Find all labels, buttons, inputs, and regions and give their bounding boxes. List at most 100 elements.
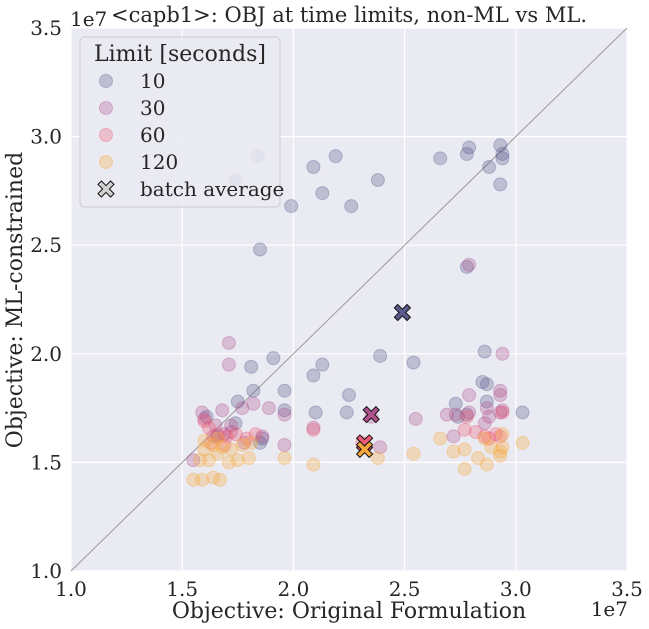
- data-point: [493, 405, 508, 420]
- y-tick-label: 2.5: [30, 233, 62, 257]
- data-point: [315, 357, 330, 372]
- data-point: [235, 401, 250, 416]
- x-tick-labels: 1.0 1.5 2.0 2.5 3.0 3.5: [55, 577, 643, 601]
- data-point: [495, 405, 510, 420]
- data-point: [493, 177, 508, 192]
- data-point: [477, 344, 492, 359]
- legend-entry-120: 120: [99, 150, 178, 174]
- data-point: [439, 407, 454, 422]
- x-tick-label: 2.5: [389, 577, 421, 601]
- legend-box: [79, 36, 281, 208]
- data-point: [479, 457, 494, 472]
- x-tick-label: 1.5: [166, 577, 198, 601]
- data-point: [408, 411, 423, 426]
- data-point: [495, 151, 510, 166]
- data-point: [477, 431, 492, 446]
- x-offset-label: 1e7: [591, 597, 628, 621]
- data-point: [457, 422, 472, 437]
- legend-entry-batch-average: batch average: [97, 177, 284, 201]
- data-point: [306, 457, 321, 472]
- data-point: [255, 429, 270, 444]
- data-point: [228, 427, 243, 442]
- data-point: [255, 431, 270, 446]
- legend-label: 10: [140, 69, 165, 93]
- data-point: [277, 383, 292, 398]
- data-point: [206, 438, 221, 453]
- data-point: [241, 451, 256, 466]
- y-axis-label: Objective: ML-constrained: [3, 152, 28, 448]
- data-point: [244, 359, 259, 374]
- data-point: [277, 403, 292, 418]
- data-point: [493, 383, 508, 398]
- series-120: [186, 427, 530, 487]
- data-point: [195, 472, 210, 487]
- data-point: [197, 414, 212, 429]
- data-point: [495, 440, 510, 455]
- data-point: [192, 453, 207, 468]
- data-point: [459, 259, 474, 274]
- data-point: [253, 435, 268, 450]
- legend-entry-10: 10: [99, 69, 165, 93]
- data-point: [213, 472, 228, 487]
- data-point: [495, 403, 510, 418]
- x-tick-label: 2.0: [277, 577, 309, 601]
- data-point: [315, 186, 330, 201]
- data-point: [406, 355, 421, 370]
- y-tick-label: 3.5: [30, 16, 62, 40]
- data-point: [484, 440, 499, 455]
- data-point: [462, 388, 477, 403]
- data-point: [306, 420, 321, 435]
- data-point: [342, 388, 356, 403]
- data-point: [370, 451, 385, 466]
- data-point: [277, 451, 292, 466]
- y-tick-label: 1.0: [30, 559, 62, 583]
- data-point: [210, 431, 225, 446]
- data-point: [493, 444, 508, 459]
- data-point: [221, 357, 236, 372]
- data-point: [204, 435, 219, 450]
- data-point: [186, 453, 201, 468]
- data-point: [448, 407, 463, 422]
- data-point: [210, 446, 225, 461]
- x-axis-label: Objective: Original Formulation: [172, 599, 526, 624]
- data-point: [459, 407, 474, 422]
- data-point: [433, 431, 448, 446]
- data-point: [479, 377, 494, 392]
- batch-average-120: [355, 440, 374, 459]
- data-point: [344, 199, 359, 214]
- data-point: [370, 173, 385, 188]
- data-point: [197, 411, 212, 426]
- data-point: [306, 368, 321, 383]
- legend-label: 120: [140, 150, 178, 174]
- data-point: [237, 435, 252, 450]
- data-point: [235, 438, 250, 453]
- y-tick-label: 2.0: [30, 342, 62, 366]
- y-tick-label: 3.0: [30, 125, 62, 149]
- legend-label: 30: [140, 96, 165, 120]
- data-point: [457, 442, 472, 457]
- data-point: [488, 427, 503, 442]
- data-point: [515, 405, 530, 420]
- y-offset-label: 1e7: [70, 7, 107, 31]
- data-point: [446, 444, 461, 459]
- data-point: [246, 383, 261, 398]
- data-point: [230, 453, 245, 468]
- legend-marker: [99, 155, 113, 169]
- data-point: [475, 375, 490, 390]
- data-point: [197, 433, 212, 448]
- data-points: [186, 138, 530, 487]
- data-point: [450, 409, 465, 424]
- legend-marker: [99, 128, 113, 142]
- data-point: [201, 453, 216, 468]
- legend-marker: [99, 101, 113, 115]
- data-point: [186, 472, 201, 487]
- data-point: [373, 440, 388, 455]
- data-point: [459, 146, 474, 161]
- data-point: [493, 429, 508, 444]
- x-tick-label: 1.0: [55, 577, 87, 601]
- legend-title: Limit [seconds]: [94, 42, 266, 67]
- data-point: [493, 448, 508, 463]
- data-point: [433, 151, 448, 166]
- legend-label: batch average: [140, 177, 284, 201]
- data-point: [468, 424, 483, 439]
